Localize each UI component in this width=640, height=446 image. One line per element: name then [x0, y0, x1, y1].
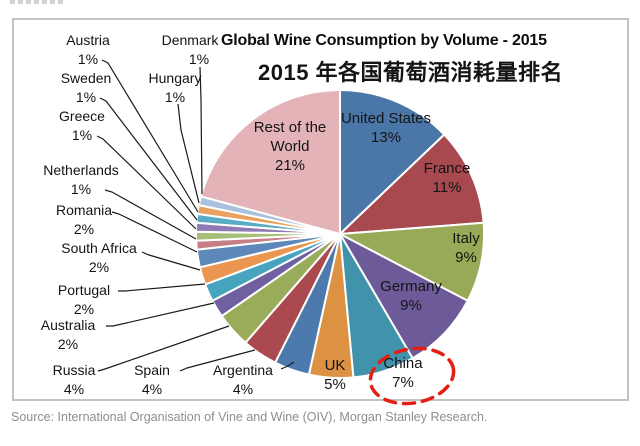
- leader-line-argentina: [280, 361, 295, 370]
- slice-label-italy: Italy 9%: [452, 229, 480, 267]
- pie-slice-france: [339, 133, 485, 235]
- slice-label-hungary: Hungary 1%: [149, 69, 202, 107]
- slice-name: Romania: [55, 202, 113, 218]
- slice-name: Hungary: [148, 70, 202, 86]
- leader-line-hungary: [177, 103, 200, 204]
- slice-name: Denmark: [161, 32, 219, 48]
- slice-label-south-africa: South Africa 2%: [61, 239, 137, 277]
- slice-name: Rest of the World: [253, 119, 327, 155]
- slice-pct: 9%: [400, 297, 422, 314]
- leader-line-romania: [111, 211, 198, 253]
- slice-label-romania: Romania 2%: [56, 201, 112, 239]
- slice-label-australia: Australia 2%: [41, 316, 95, 354]
- slice-label-spain: Spain 4%: [134, 361, 170, 399]
- slice-label-austria: Austria 1%: [66, 31, 110, 69]
- slice-name: Greece: [59, 108, 105, 124]
- slice-pct: 4%: [232, 381, 254, 397]
- slice-pct: 1%: [70, 181, 92, 197]
- china-highlight-ellipse: [368, 346, 456, 406]
- slice-pct: 4%: [63, 381, 85, 397]
- leader-line-austria: [101, 59, 199, 213]
- slice-label-united-states: United States 13%: [341, 109, 431, 147]
- pie-slice-rest-of-the-world: [200, 89, 341, 235]
- slice-name: Argentina: [213, 362, 273, 378]
- slice-label-denmark: Denmark 1%: [162, 31, 219, 69]
- slice-pct: 1%: [77, 51, 99, 67]
- slice-name: Spain: [134, 362, 170, 378]
- slice-pct: 2%: [73, 301, 95, 317]
- slice-label-uk: UK 5%: [324, 356, 346, 394]
- slice-pct: 13%: [370, 129, 402, 146]
- slice-pct: 2%: [57, 336, 79, 352]
- slice-name: UK: [324, 357, 346, 374]
- slice-name: South Africa: [61, 240, 137, 256]
- slice-pct: 9%: [455, 249, 477, 266]
- slice-pct: 2%: [88, 259, 110, 275]
- slice-pct: 11%: [432, 179, 462, 196]
- pie-slice-italy: [339, 221, 486, 302]
- slice-label-sweden: Sweden 1%: [61, 69, 112, 107]
- slice-name: Portugal: [57, 282, 111, 298]
- slice-label-france: France 11%: [424, 159, 471, 197]
- leader-line-greece: [96, 135, 197, 230]
- slice-label-russia: Russia 4%: [53, 361, 96, 399]
- slice-label-greece: Greece 1%: [59, 107, 105, 145]
- slice-name: China: [383, 355, 423, 372]
- slice-name: Austria: [66, 32, 110, 48]
- slice-label-argentina: Argentina 4%: [213, 361, 273, 399]
- cropped-text-remnant: [10, 0, 64, 4]
- slice-name: France: [423, 160, 471, 177]
- slice-pct: 1%: [71, 127, 93, 143]
- pie-slices-group: [194, 89, 486, 379]
- slice-pct: 21%: [274, 157, 306, 174]
- leader-lines: [96, 59, 295, 372]
- slice-pct: 1%: [188, 51, 210, 67]
- leader-line-australia: [106, 302, 215, 327]
- slice-name: Netherlands: [43, 162, 119, 178]
- leader-line-spain: [179, 349, 256, 372]
- slice-pct: 2%: [73, 221, 95, 237]
- slice-label-netherlands: Netherlands 1%: [43, 161, 119, 199]
- slice-name: United States: [340, 110, 432, 127]
- slice-name: Australia: [40, 317, 96, 333]
- slice-label-germany: Germany 9%: [380, 277, 442, 315]
- slice-label-rest-of-the-world: Rest of the World 21%: [240, 118, 340, 175]
- leader-line-sweden: [99, 97, 198, 221]
- slice-pct: 5%: [324, 376, 346, 393]
- leader-line-netherlands: [104, 189, 197, 240]
- slice-name: Germany: [380, 278, 442, 295]
- slice-name: Sweden: [60, 70, 112, 86]
- pie-slice-united-states: [339, 89, 446, 235]
- pie-slice-germany: [339, 233, 469, 360]
- leader-line-russia: [97, 325, 230, 372]
- slice-pct: 4%: [141, 381, 163, 397]
- slice-pct: 1%: [75, 89, 97, 105]
- chart-subtitle-chinese: 2015 年各国葡萄酒消耗量排名: [258, 60, 564, 85]
- slice-pct: 7%: [392, 374, 414, 391]
- slice-name: Italy: [452, 230, 480, 247]
- leader-line-portugal: [118, 283, 206, 292]
- slice-label-china: China 7%: [383, 354, 422, 392]
- slice-label-portugal: Portugal 2%: [58, 281, 110, 319]
- slice-name: Russia: [52, 362, 96, 378]
- chart-title: Global Wine Consumption by Volume - 2015: [221, 32, 547, 49]
- leader-line-south-africa: [141, 251, 201, 271]
- slice-pct: 1%: [164, 89, 186, 105]
- leader-line-denmark: [199, 66, 203, 195]
- source-note: Source: International Organisation of Vi…: [11, 410, 488, 424]
